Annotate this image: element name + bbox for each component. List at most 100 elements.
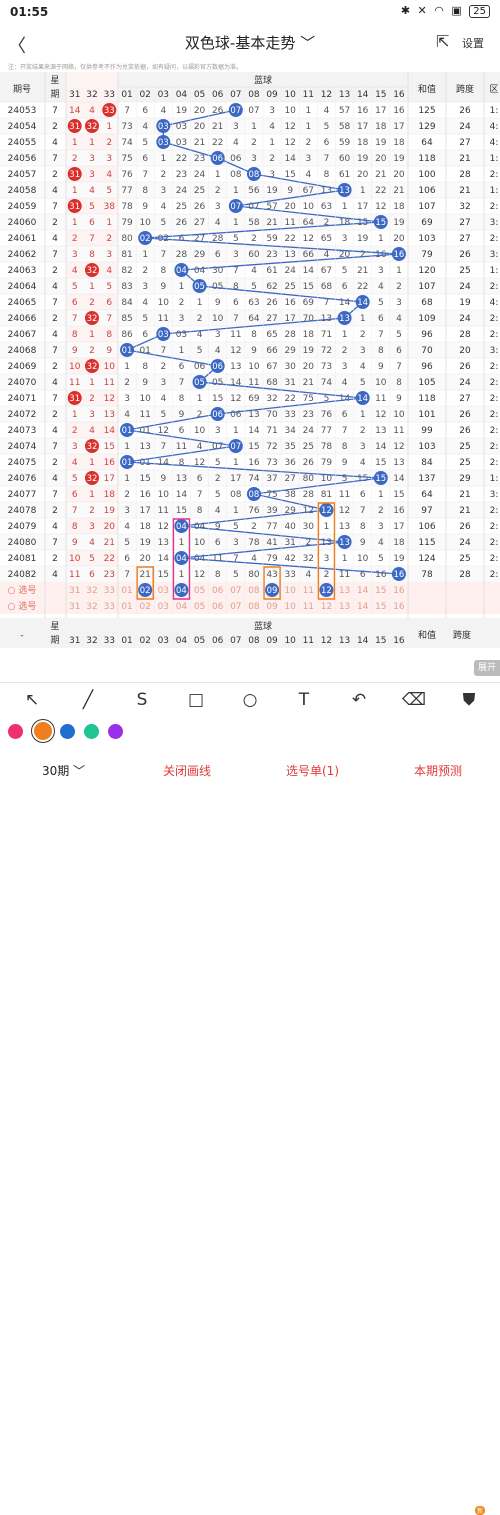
- pick-blue-num[interactable]: 02: [139, 602, 150, 612]
- pick-tail-num[interactable]: 31: [69, 586, 80, 596]
- row-stripe: [0, 214, 500, 230]
- pick-tail-num[interactable]: 33: [104, 602, 115, 612]
- blue-miss: 4: [378, 282, 384, 292]
- annotation-box[interactable]: [263, 566, 281, 600]
- circle-tool-icon[interactable]: ○: [242, 690, 258, 710]
- blue-miss: 1: [324, 522, 330, 532]
- pick-list-button[interactable]: 选号单(1): [286, 764, 339, 778]
- blue-miss: 11: [339, 570, 350, 580]
- period-selector[interactable]: 30期 ﹀: [42, 764, 86, 778]
- pick-blue-num[interactable]: 13: [339, 602, 350, 612]
- annotation-box[interactable]: [317, 502, 336, 600]
- pick-blue-num[interactable]: 16: [393, 586, 405, 596]
- pick-tail-num[interactable]: 32: [86, 586, 97, 596]
- pick-blue-num[interactable]: 13: [339, 586, 350, 596]
- back-icon[interactable]: 〈: [8, 36, 26, 57]
- pick-blue-num[interactable]: 16: [393, 602, 405, 612]
- pick-tail-num[interactable]: 32: [86, 602, 97, 612]
- pick-blue-num[interactable]: 01: [121, 602, 132, 612]
- rectangle-tool-icon[interactable]: □: [187, 690, 205, 710]
- pick-blue-num[interactable]: 05: [194, 586, 205, 596]
- pick-label[interactable]: ○ 选号: [8, 584, 37, 596]
- trend-chart[interactable]: 期号星期 31 32 33 蓝球 01 02 03 04 05 06 07 08 09 10 11 12 13 14…: [0, 72, 500, 652]
- pick-label[interactable]: ○ 选号: [8, 600, 37, 612]
- row-period: 24076: [8, 474, 37, 484]
- page-title[interactable]: 双色球-基本走势 ﹀: [184, 34, 316, 52]
- pick-selected-ball[interactable]: [174, 583, 189, 597]
- color-swatch-green[interactable]: [84, 724, 99, 739]
- annotation-box[interactable]: [172, 518, 191, 600]
- pick-selected-num[interactable]: 09: [267, 586, 278, 596]
- pick-blue-num[interactable]: 10: [284, 602, 296, 612]
- color-swatch-blue[interactable]: [60, 724, 75, 739]
- blue-miss: 08: [230, 170, 242, 180]
- pick-blue-num[interactable]: 14: [357, 586, 369, 596]
- blue-ball: [228, 439, 243, 453]
- footer-blue-num: 14: [357, 636, 369, 646]
- share-icon[interactable]: ⇱: [436, 32, 450, 51]
- eraser-icon[interactable]: ⌫: [401, 690, 427, 710]
- pick-blue-num[interactable]: 10: [284, 586, 296, 596]
- curve-tool-icon[interactable]: S: [136, 690, 148, 710]
- blue-miss: 8: [215, 570, 221, 580]
- blue-miss: 03: [176, 330, 187, 340]
- pick-selected-num[interactable]: 04: [176, 586, 187, 596]
- predict-button[interactable]: 本期预测: [414, 764, 463, 778]
- pick-selected-num[interactable]: 12: [321, 586, 332, 596]
- pick-tail-num[interactable]: 33: [104, 586, 115, 596]
- pick-blue-num[interactable]: 03: [158, 602, 169, 612]
- pick-blue-num[interactable]: 07: [230, 602, 241, 612]
- row-week: 2: [52, 458, 58, 468]
- row-sum: 107: [418, 282, 435, 292]
- pick-blue-num[interactable]: 01: [121, 586, 132, 596]
- pick-selected-ball[interactable]: [265, 583, 280, 597]
- row-sum: 106: [418, 522, 435, 532]
- pick-blue-num[interactable]: 03: [158, 586, 169, 596]
- blue-miss: 1: [342, 554, 348, 564]
- color-swatch-pink[interactable]: [8, 724, 23, 739]
- pick-selected-num[interactable]: 02: [140, 586, 151, 596]
- row-sum: 137: [418, 474, 435, 484]
- blue-miss: 9: [287, 186, 293, 196]
- pick-selected-ball[interactable]: [138, 583, 153, 597]
- pick-blue-num[interactable]: 11: [303, 602, 314, 612]
- blue-ball-num: 04: [176, 554, 187, 564]
- settings-button[interactable]: 设置: [462, 37, 484, 50]
- pick-blue-num[interactable]: 15: [375, 602, 386, 612]
- pick-blue-num[interactable]: 09: [266, 602, 278, 612]
- blue-miss: 10: [375, 378, 387, 388]
- pick-blue-num[interactable]: 06: [212, 586, 224, 596]
- pick-blue-num[interactable]: 07: [230, 586, 241, 596]
- pick-selected-ball[interactable]: [319, 583, 334, 597]
- close-lines-button[interactable]: 关闭画线: [163, 764, 212, 778]
- pick-blue-num[interactable]: 11: [303, 586, 314, 596]
- pick-blue-num[interactable]: 06: [212, 602, 224, 612]
- pick-blue-num[interactable]: 08: [248, 586, 260, 596]
- blue-miss: 75: [121, 154, 132, 164]
- pick-blue-num[interactable]: 04: [176, 602, 188, 612]
- text-tool-icon[interactable]: T: [298, 690, 310, 710]
- blue-miss: 3: [251, 154, 257, 164]
- pick-blue-num[interactable]: 08: [248, 602, 260, 612]
- row-sum: 103: [418, 234, 435, 244]
- pick-blue-num[interactable]: 05: [194, 602, 205, 612]
- pick-blue-num[interactable]: 12: [321, 602, 332, 612]
- pick-tail-num[interactable]: 31: [69, 602, 80, 612]
- red-miss: 1: [89, 330, 95, 340]
- select-tool-icon[interactable]: ↖: [24, 690, 40, 710]
- line-tool-icon[interactable]: ╱: [82, 690, 94, 710]
- blue-miss: 28: [284, 330, 296, 340]
- annotation-box[interactable]: [136, 566, 154, 600]
- blue-miss: 23: [176, 170, 187, 180]
- pick-blue-num[interactable]: 15: [375, 586, 386, 596]
- pick-blue-num[interactable]: 14: [357, 602, 369, 612]
- color-swatch-purple[interactable]: [108, 724, 123, 739]
- undo-icon[interactable]: ↶: [351, 690, 367, 710]
- expand-button[interactable]: 展开: [474, 660, 500, 676]
- clear-icon[interactable]: ⛊: [462, 690, 476, 710]
- blue-miss: 15: [248, 442, 259, 452]
- blue-miss: 22: [357, 282, 368, 292]
- color-swatch-orange[interactable]: [32, 720, 54, 742]
- blue-miss: 34: [284, 426, 296, 436]
